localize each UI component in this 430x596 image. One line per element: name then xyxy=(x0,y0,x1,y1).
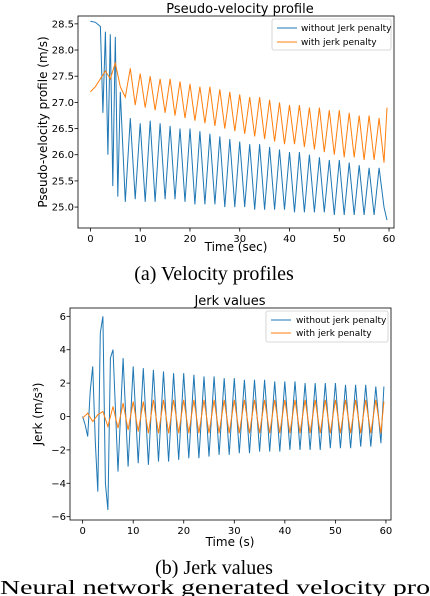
velocity-x-tick-label: 10 xyxy=(134,234,147,245)
jerk-series xyxy=(82,316,385,511)
jerk-x-axis-label: Time (s) xyxy=(205,535,255,549)
velocity-chart: Pseudo-velocity profile 25.0 25.5 26.0 26.5… xyxy=(36,2,395,285)
velocity-caption: (a) Velocity profiles xyxy=(134,263,294,285)
jerk-x-tick-label: 10 xyxy=(127,526,140,537)
jerk-x-tick-label: 50 xyxy=(329,526,342,537)
jerk-legend-label-1: with jerk penalty xyxy=(296,329,372,339)
velocity-y-axis-label: Pseudo-velocity profile (m/s) xyxy=(36,36,50,207)
velocity-series xyxy=(90,20,388,221)
velocity-legend-label-1: with jerk penalty xyxy=(301,38,377,48)
velocity-legend: without Jerk penalty with jerk penalty xyxy=(271,18,392,51)
velocity-y-tick-label: 26.0 xyxy=(52,150,74,161)
velocity-y-tick-label: 27.5 xyxy=(52,72,74,83)
velocity-x-tick-label: 30 xyxy=(233,234,246,245)
jerk-plot-area xyxy=(69,307,392,521)
velocity-y-tick-label: 25.5 xyxy=(52,176,74,187)
jerk-series-line-0 xyxy=(82,316,385,511)
velocity-plot-area xyxy=(77,15,395,229)
jerk-x-tick-label: 20 xyxy=(177,526,190,537)
velocity-x-tick-label: 20 xyxy=(184,234,197,245)
jerk-x-tick-label: 0 xyxy=(79,526,85,537)
jerk-caption: (b) Jerk values xyxy=(155,557,273,579)
velocity-x-tick-label: 60 xyxy=(383,234,396,245)
velocity-legend-box xyxy=(271,18,392,51)
velocity-x-tick-label: 50 xyxy=(333,234,346,245)
jerk-legend-label-0: without jerk penalty xyxy=(296,316,387,326)
jerk-y-tick-label: 0 xyxy=(60,412,66,423)
velocity-series-line-0 xyxy=(90,20,388,221)
jerk-y-tick-label: 6 xyxy=(60,312,66,323)
jerk-series-line-1 xyxy=(82,399,385,434)
jerk-chart: Jerk values −6 −4 −2 0 2 4 6 0 10 20 30 40 50 60 Tim… xyxy=(31,294,392,579)
velocity-x-ticks: 0 10 20 30 40 50 60 xyxy=(87,228,395,245)
jerk-y-tick-label: −4 xyxy=(51,479,66,490)
velocity-x-axis-label: Time (sec) xyxy=(204,240,268,254)
jerk-y-tick-label: 2 xyxy=(60,379,66,390)
jerk-y-axis-label: Jerk (m/s³) xyxy=(31,383,45,447)
jerk-x-tick-label: 40 xyxy=(278,526,291,537)
jerk-chart-title: Jerk values xyxy=(193,294,265,309)
jerk-x-ticks: 0 10 20 30 40 50 60 xyxy=(79,520,392,537)
velocity-y-tick-label: 25.0 xyxy=(52,203,74,214)
velocity-x-tick-label: 40 xyxy=(283,234,296,245)
jerk-y-tick-label: −2 xyxy=(51,445,66,456)
velocity-y-ticks: 25.0 25.5 26.0 26.5 27.0 27.5 28.0 28.5 xyxy=(52,19,78,214)
velocity-y-tick-label: 27.0 xyxy=(52,98,74,109)
velocity-chart-title: Pseudo-velocity profile xyxy=(166,2,313,17)
jerk-y-tick-label: −6 xyxy=(51,512,66,523)
jerk-y-ticks: −6 −4 −2 0 2 4 6 xyxy=(51,312,70,523)
jerk-x-tick-label: 30 xyxy=(228,526,241,537)
jerk-y-tick-label: 4 xyxy=(60,345,66,356)
velocity-y-tick-label: 28.0 xyxy=(52,46,74,57)
velocity-x-tick-label: 0 xyxy=(87,234,93,245)
velocity-y-tick-label: 28.5 xyxy=(52,19,74,30)
jerk-legend: without jerk penalty with jerk penalty xyxy=(265,310,389,343)
figure-caption-fragment: Neural network generated velocity pro xyxy=(0,577,430,596)
velocity-y-tick-label: 26.5 xyxy=(52,124,74,135)
velocity-series-line-1 xyxy=(90,61,388,163)
velocity-legend-label-0: without Jerk penalty xyxy=(301,24,392,34)
jerk-x-tick-label: 60 xyxy=(380,526,393,537)
jerk-legend-box xyxy=(265,310,389,343)
